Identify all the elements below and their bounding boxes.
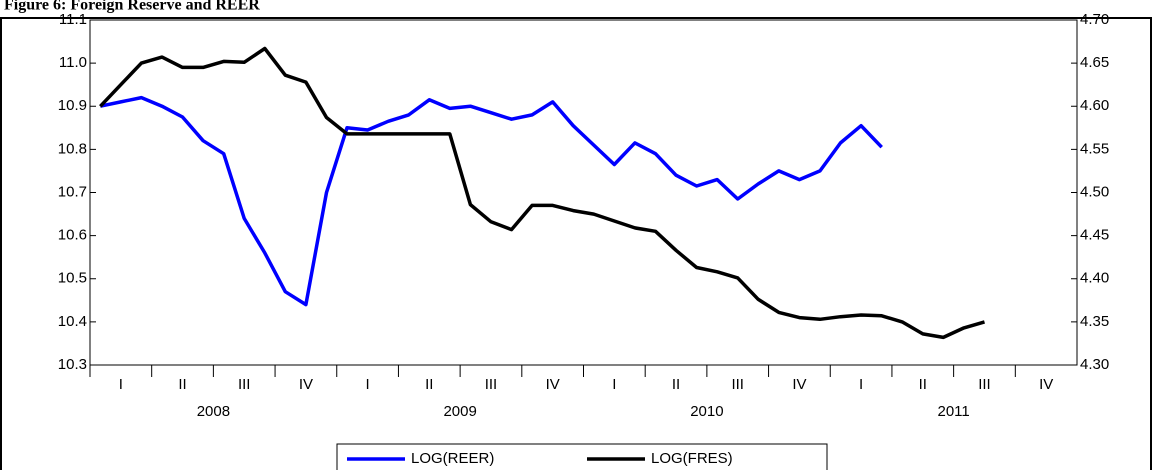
x-tick-label: I xyxy=(119,376,123,393)
y-tick-label: 10.3 xyxy=(58,356,87,373)
y-tick-label: 10.4 xyxy=(58,313,87,330)
x-tick-label: II xyxy=(425,376,433,393)
x-tick-label: II xyxy=(178,376,186,393)
year-label: 2011 xyxy=(937,403,969,420)
y-tick-label: 10.7 xyxy=(58,183,87,200)
x-tick-label: IV xyxy=(792,376,806,393)
y-tick-label: 10.6 xyxy=(58,227,87,244)
year-label: 2009 xyxy=(443,403,476,420)
x-tick-label: IV xyxy=(546,376,560,393)
x-tick-label: III xyxy=(978,376,991,393)
x-tick-label: III xyxy=(485,376,498,393)
plot-frame xyxy=(89,19,1078,366)
legend-box xyxy=(336,443,828,470)
y2-tick-label: 4.40 xyxy=(1080,270,1109,287)
y2-tick-label: 4.35 xyxy=(1080,313,1109,330)
y2-tick-label: 4.50 xyxy=(1080,183,1109,200)
legend-label: LOG(REER) xyxy=(411,450,494,467)
year-label: 2010 xyxy=(690,403,723,420)
year-label: 2008 xyxy=(197,403,230,420)
chart-frame xyxy=(0,17,1152,470)
x-tick-label: IV xyxy=(1039,376,1053,393)
y2-tick-label: 4.30 xyxy=(1080,356,1109,373)
y2-tick-label: 4.45 xyxy=(1080,227,1109,244)
legend-label: LOG(FRES) xyxy=(651,450,733,467)
y2-tick-label: 4.60 xyxy=(1080,97,1109,114)
y-tick-label: 10.8 xyxy=(58,140,87,157)
y-tick-label: 10.9 xyxy=(58,97,87,114)
y2-tick-label: 4.65 xyxy=(1080,54,1109,71)
x-tick-label: III xyxy=(731,376,744,393)
x-tick-label: II xyxy=(672,376,680,393)
y2-tick-label: 4.55 xyxy=(1080,140,1109,157)
x-tick-label: III xyxy=(238,376,251,393)
data-line xyxy=(99,95,883,307)
y-tick-label: 10.5 xyxy=(58,270,87,287)
x-tick-label: I xyxy=(366,376,370,393)
x-tick-label: I xyxy=(859,376,863,393)
x-tick-label: IV xyxy=(299,376,313,393)
y-tick-label: 11.1 xyxy=(59,11,87,28)
data-line xyxy=(99,46,985,340)
y2-tick-label: 4.70 xyxy=(1080,11,1109,28)
y-tick-label: 11.0 xyxy=(59,54,87,71)
x-tick-label: II xyxy=(919,376,927,393)
chart-title: Figure 6: Foreign Reserve and REER xyxy=(4,0,260,14)
x-tick-label: I xyxy=(612,376,616,393)
